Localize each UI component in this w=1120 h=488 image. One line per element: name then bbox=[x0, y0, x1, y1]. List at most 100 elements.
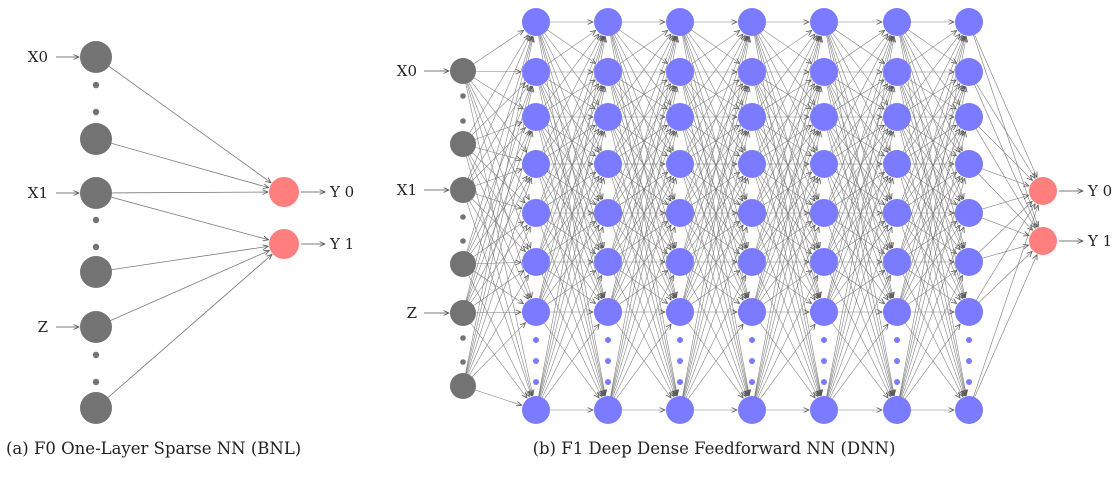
panel-a-ellipsis-dot-2-0 bbox=[93, 352, 99, 358]
panel-a-input-label-0: X0 bbox=[28, 48, 48, 66]
panel-b-hidden-node-2-1 bbox=[666, 58, 694, 86]
panel-a-edge-3 bbox=[96, 193, 269, 240]
panel-a-output-node-0 bbox=[269, 177, 299, 207]
panel-b-edge-h1-7-6 bbox=[608, 324, 671, 410]
panel-b-hidden-ellipsis-3-0 bbox=[749, 337, 755, 343]
panel-a-input-node-1 bbox=[80, 123, 112, 155]
panel-b-hidden-node-4-3 bbox=[810, 150, 838, 178]
panel-b-edge-h4-7-6 bbox=[824, 324, 888, 410]
panel-b-input-node-1 bbox=[450, 131, 476, 157]
panel-a-input-label-2: Z bbox=[38, 318, 48, 336]
panel-a-ellipsis-dot-0-1 bbox=[93, 109, 99, 115]
panel-b-edge-h2-7-6 bbox=[680, 324, 743, 410]
panel-b-hidden-node-5-3 bbox=[883, 150, 911, 178]
panel-b-hidden-node-5-7 bbox=[883, 396, 911, 424]
panel-b-hidden-ellipsis-4-2 bbox=[821, 379, 827, 385]
panel-b-hidden-node-3-2 bbox=[738, 103, 766, 131]
panel-a-edge-2 bbox=[96, 192, 268, 193]
panel-b-hidden-node-5-2 bbox=[883, 103, 911, 131]
panel-b-hidden-ellipsis-1-1 bbox=[605, 358, 611, 364]
panel-b-edge-in-5-6 bbox=[463, 323, 525, 386]
caption-panel-a: (a) F0 One-Layer Sparse NN (BNL) bbox=[6, 438, 394, 459]
panel-b-output-node-1 bbox=[1029, 227, 1057, 255]
panel-b-input-ellipsis-0-1 bbox=[460, 118, 466, 124]
panel-b-hidden-node-1-5 bbox=[594, 248, 622, 276]
panel-b-hidden-node-3-4 bbox=[738, 199, 766, 227]
panel-b-hidden-node-1-0 bbox=[594, 8, 622, 36]
panel-b-edge-in-4-1 bbox=[463, 86, 532, 313]
panel-b-edge-h5-7-6 bbox=[897, 324, 960, 410]
panel-b-hidden-ellipsis-5-2 bbox=[894, 379, 900, 385]
panel-b-hidden-ellipsis-6-2 bbox=[966, 379, 972, 385]
panel-b-output-node-0 bbox=[1029, 177, 1057, 205]
panel-b-hidden-ellipsis-0-1 bbox=[533, 358, 539, 364]
panel-b-hidden-ellipsis-0-0 bbox=[533, 337, 539, 343]
panel-b-hidden-node-2-4 bbox=[666, 199, 694, 227]
panel-a-edge-1 bbox=[96, 139, 269, 188]
panel-b-edge-in-5-5 bbox=[463, 275, 528, 386]
panel-b-input-node-5 bbox=[450, 373, 476, 399]
panel-a-output-label-0: Y 0 bbox=[329, 183, 354, 201]
edges-layer bbox=[56, 22, 1083, 410]
panel-b-hidden-ellipsis-2-1 bbox=[677, 358, 683, 364]
panel-b-hidden-node-5-5 bbox=[883, 248, 911, 276]
panel-b-edge-out-0-0 bbox=[969, 22, 1037, 177]
panel-a-input-node-5 bbox=[80, 392, 112, 424]
panel-b-hidden-node-1-1 bbox=[594, 58, 622, 86]
panel-b-input-ellipsis-2-0 bbox=[460, 335, 466, 341]
panel-b-hidden-node-3-7 bbox=[738, 396, 766, 424]
panel-a-edge-5 bbox=[96, 250, 269, 327]
nodes-layer bbox=[80, 8, 1057, 424]
panel-b-hidden-ellipsis-2-2 bbox=[677, 379, 683, 385]
panel-b-hidden-node-0-4 bbox=[522, 199, 550, 227]
panel-b-input-ellipsis-0-0 bbox=[460, 93, 466, 99]
panel-b-hidden-ellipsis-3-1 bbox=[749, 358, 755, 364]
panel-b-hidden-node-5-1 bbox=[883, 58, 911, 86]
panel-b-hidden-node-4-4 bbox=[810, 199, 838, 227]
panel-b-hidden-node-2-2 bbox=[666, 103, 694, 131]
panel-b-hidden-node-1-2 bbox=[594, 103, 622, 131]
panel-b-hidden-node-6-5 bbox=[955, 248, 983, 276]
panel-b-hidden-node-5-4 bbox=[883, 199, 911, 227]
panel-b-hidden-node-2-0 bbox=[666, 8, 694, 36]
panel-b-hidden-ellipsis-4-0 bbox=[821, 337, 827, 343]
panel-b-hidden-node-4-2 bbox=[810, 103, 838, 131]
panel-b-hidden-node-1-6 bbox=[594, 298, 622, 326]
panel-a-input-label-1: X1 bbox=[28, 184, 48, 202]
panel-b-hidden-node-6-4 bbox=[955, 199, 983, 227]
panel-a-ellipsis-dot-1-1 bbox=[93, 244, 99, 250]
panel-a-ellipsis-dot-2-1 bbox=[93, 379, 99, 385]
panel-b-input-ellipsis-2-1 bbox=[460, 359, 466, 365]
panel-b-hidden-node-4-7 bbox=[810, 396, 838, 424]
panel-b-output-label-0: Y 0 bbox=[1087, 182, 1112, 200]
panel-b-hidden-node-2-5 bbox=[666, 248, 694, 276]
panel-b-hidden-node-3-3 bbox=[738, 150, 766, 178]
panel-a-output-node-1 bbox=[269, 229, 299, 259]
panel-a-edge-4 bbox=[96, 246, 268, 272]
panel-b-hidden-node-4-6 bbox=[810, 298, 838, 326]
panel-b-hidden-node-3-1 bbox=[738, 58, 766, 86]
panel-a-input-node-0 bbox=[80, 41, 112, 73]
panel-b-hidden-ellipsis-6-1 bbox=[966, 358, 972, 364]
panel-b-hidden-ellipsis-5-1 bbox=[894, 358, 900, 364]
panel-a-input-node-3 bbox=[80, 256, 112, 288]
panel-b-hidden-ellipsis-4-1 bbox=[821, 358, 827, 364]
panel-b-hidden-node-0-5 bbox=[522, 248, 550, 276]
panel-b-hidden-node-6-2 bbox=[955, 103, 983, 131]
panel-b-hidden-node-1-4 bbox=[594, 199, 622, 227]
panel-b-hidden-node-1-3 bbox=[594, 150, 622, 178]
panel-b-hidden-node-4-0 bbox=[810, 8, 838, 36]
panel-b-hidden-node-6-6 bbox=[955, 298, 983, 326]
panel-a-output-label-1: Y 1 bbox=[329, 235, 354, 253]
panel-b-input-node-4 bbox=[450, 300, 476, 326]
panel-b-input-label-0: X0 bbox=[397, 62, 417, 80]
panel-b-hidden-node-6-0 bbox=[955, 8, 983, 36]
panel-b-input-node-0 bbox=[450, 58, 476, 84]
panel-b-input-ellipsis-1-1 bbox=[460, 238, 466, 244]
panel-a-input-node-4 bbox=[80, 311, 112, 343]
panel-b-hidden-node-2-7 bbox=[666, 396, 694, 424]
panel-b-hidden-node-0-3 bbox=[522, 150, 550, 178]
panel-b-hidden-ellipsis-1-0 bbox=[605, 337, 611, 343]
panel-b-hidden-node-0-7 bbox=[522, 396, 550, 424]
